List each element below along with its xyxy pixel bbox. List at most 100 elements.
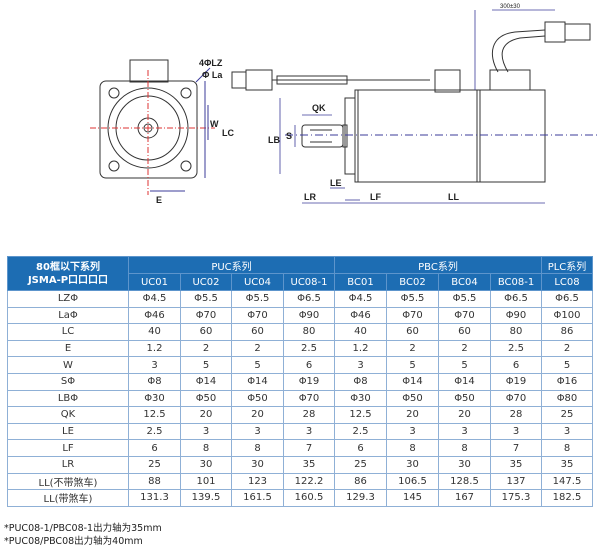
- table-cell: 3: [438, 422, 491, 441]
- table-cell: 167: [438, 489, 491, 507]
- table-cell: 30: [386, 455, 439, 474]
- row-label: LR: [7, 455, 129, 474]
- table-cell: 123: [231, 472, 284, 491]
- row-label: E: [7, 339, 129, 358]
- table-cell: 3: [180, 422, 232, 441]
- table-cell: Φ50: [438, 389, 491, 408]
- table-cell: 30: [438, 455, 491, 474]
- table-cell: 8: [386, 439, 439, 457]
- table-cell: 86: [541, 323, 593, 341]
- table-cell: 8: [438, 439, 491, 457]
- label-lc: LC: [222, 128, 234, 138]
- table-cell: Φ50: [386, 389, 439, 408]
- label-qk: QK: [312, 103, 326, 113]
- row-label: LZΦ: [7, 290, 129, 308]
- table-row: LE 2.5 3 3 3 2.5 3 3 3 3: [7, 422, 593, 441]
- table-cell: Φ19: [490, 372, 542, 391]
- table-cell: 25: [541, 406, 593, 424]
- motor-dimension-drawing: 4ΦLZ Φ La W LC E QK S LB LE LR LF LL 300…: [90, 4, 600, 205]
- table-cell: 12.5: [128, 406, 181, 424]
- table-cell: 6: [490, 356, 542, 374]
- table-cell: 8: [231, 439, 284, 457]
- table-cell: 2: [231, 339, 284, 358]
- table-cell: 3: [334, 356, 387, 374]
- table-cell: 2: [180, 339, 232, 358]
- footnote: *PUC08/PBC08出力轴为40mm: [4, 536, 143, 547]
- model-header: BC04: [438, 273, 491, 291]
- header-row-models: UC01 UC02 UC04 UC08-1 BC01 BC02 BC04 BC08-1 LC08: [8, 273, 593, 291]
- table-cell: Φ100: [541, 306, 593, 325]
- table-cell: 60: [231, 323, 284, 341]
- table-cell: Φ16: [541, 372, 593, 391]
- table-cell: 5: [541, 356, 593, 374]
- table-cell: Φ30: [128, 389, 181, 408]
- row-label: LaΦ: [7, 306, 129, 325]
- table-cell: Φ90: [283, 306, 335, 325]
- table-row: LZΦ Φ4.5 Φ5.5 Φ5.5 Φ6.5 Φ4.5 Φ5.5 Φ5.5 Φ6.5 Φ6.5: [7, 290, 593, 308]
- footnote: *PUC08-1/PBC08-1出力轴为35mm: [4, 523, 162, 534]
- label-e: E: [156, 195, 162, 205]
- table-cell: 80: [283, 323, 335, 341]
- label-lf: LF: [370, 192, 381, 202]
- table-cell: 25: [334, 455, 387, 474]
- model-header: UC01: [128, 273, 181, 291]
- table-cell: Φ19: [283, 372, 335, 391]
- model-header: BC02: [386, 273, 439, 291]
- label-le: LE: [330, 178, 342, 188]
- table-cell: Φ70: [386, 306, 439, 325]
- table-cell: Φ14: [231, 372, 284, 391]
- table-cell: 30: [180, 455, 232, 474]
- row-label: LBΦ: [7, 389, 129, 408]
- table-cell: 3: [541, 422, 593, 441]
- table-cell: 88: [128, 472, 181, 491]
- model-header: UC02: [180, 273, 232, 291]
- table-cell: 122.2: [283, 472, 335, 491]
- table-cell: 2.5: [128, 422, 181, 441]
- table-cell: 139.5: [180, 489, 232, 507]
- table-row: LBΦ Φ30 Φ50 Φ50 Φ70 Φ30 Φ50 Φ50 Φ70 Φ80: [7, 389, 593, 408]
- table-cell: 3: [283, 422, 335, 441]
- table-cell: 160.5: [283, 489, 335, 507]
- table-cell: 5: [180, 356, 232, 374]
- table-cell: Φ46: [334, 306, 387, 325]
- row-label: LC: [7, 323, 129, 341]
- row-label: SΦ: [7, 372, 129, 391]
- front-view: [90, 59, 215, 195]
- table-cell: 20: [386, 406, 439, 424]
- table-cell: Φ5.5: [180, 290, 232, 308]
- table-cell: 3: [128, 356, 181, 374]
- table-cell: 2.5: [283, 339, 335, 358]
- table-cell: 35: [490, 455, 542, 474]
- table-cell: 6: [128, 439, 181, 457]
- corner-line-2: JSMA-P口口口口: [27, 274, 109, 286]
- table-cell: Φ8: [334, 372, 387, 391]
- table-cell: 7: [490, 439, 542, 457]
- label-la: Φ La: [202, 70, 223, 80]
- table-cell: 3: [490, 422, 542, 441]
- row-label: LL(带煞车): [7, 489, 129, 507]
- corner-header: 80框以下系列 JSMA-P口口口口: [7, 256, 129, 291]
- model-header: LC08: [541, 273, 593, 291]
- row-label: LL(不带煞车): [7, 472, 129, 491]
- table-cell: 28: [283, 406, 335, 424]
- table-cell: 131.3: [128, 489, 181, 507]
- table-cell: Φ14: [180, 372, 232, 391]
- table-cell: 3: [386, 422, 439, 441]
- table-cell: Φ6.5: [541, 290, 593, 308]
- table-cell: Φ4.5: [334, 290, 387, 308]
- group-plc: PLC系列: [541, 256, 593, 274]
- table-row: LL(不带煞车) 88 101 123 122.2 86 106.5 128.5 137 147.…: [7, 472, 593, 491]
- table-cell: 2: [541, 339, 593, 358]
- label-s: S: [286, 131, 292, 141]
- table-cell: Φ5.5: [438, 290, 491, 308]
- table-cell: 86: [334, 472, 387, 491]
- table-cell: 182.5: [541, 489, 593, 507]
- table-cell: 161.5: [231, 489, 284, 507]
- table-cell: 60: [386, 323, 439, 341]
- dimension-lines: [279, 9, 555, 204]
- table-cell: 60: [438, 323, 491, 341]
- label-lb: LB: [268, 135, 280, 145]
- dimension-table: 80框以下系列 JSMA-P口口口口 PUC系列 PBC系列 PLC系列 UC0…: [7, 256, 593, 507]
- footnotes: *PUC08-1/PBC08-1出力轴为35mm *PUC08/PBC08出力轴…: [4, 522, 162, 548]
